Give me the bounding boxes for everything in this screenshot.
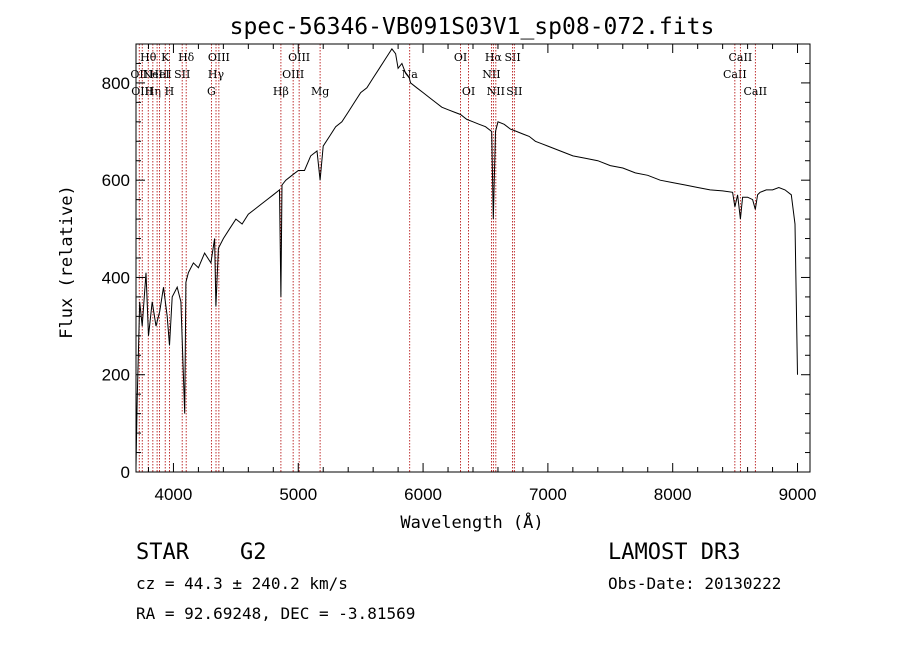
x-tick-label: 5000 — [279, 485, 317, 504]
line-label-26: CaII — [729, 51, 753, 64]
spectrum-chart: spec-56346-VB091S03V1_sp08-072.fits OIIO… — [57, 14, 817, 533]
line-label-12: OIII — [208, 51, 230, 64]
object-class: STAR — [136, 540, 189, 565]
line-label-13: Hβ — [273, 85, 289, 98]
x-tick-label: 8000 — [654, 485, 692, 504]
line-label-9: Hδ — [178, 51, 195, 64]
line-label-23: SII — [504, 51, 520, 64]
line-label-0: OII — [130, 68, 148, 81]
line-label-4: NeIII — [143, 68, 172, 81]
line-label-7: H — [165, 85, 175, 98]
line-label-17: Na — [402, 68, 419, 81]
y-tick-label: 800 — [102, 74, 130, 93]
line-label-15: OIII — [288, 51, 310, 64]
line-label-22: NII — [487, 85, 505, 98]
x-tick-label: 9000 — [779, 485, 817, 504]
y-axis: 0 200 400 600 800 — [102, 62, 810, 482]
y-tick-label: 200 — [102, 366, 130, 385]
y-tick-label: 600 — [102, 171, 130, 190]
line-label-10: G — [207, 85, 216, 98]
x-tick-label: 4000 — [155, 485, 193, 504]
object-subclass: G2 — [240, 540, 267, 565]
line-label-27: CaII — [743, 85, 767, 98]
line-label-14: OIII — [282, 68, 304, 81]
x-tick-label: 7000 — [529, 485, 567, 504]
line-label-8: SII — [174, 68, 190, 81]
y-axis-label: Flux (relative) — [57, 185, 77, 339]
line-label-21: Hα — [485, 51, 503, 64]
line-label-25: CaII — [723, 68, 747, 81]
line-label-5: HeI — [149, 68, 169, 81]
line-label-11: Hγ — [208, 68, 225, 81]
x-axis: 4000 5000 6000 7000 8000 9000 — [147, 44, 817, 504]
line-label-16: Mg — [311, 85, 329, 98]
y-tick-label: 400 — [102, 268, 130, 287]
line-label-19: OI — [462, 85, 475, 98]
coordinates-text: RA = 92.69248, DEC = -3.81569 — [136, 604, 416, 623]
x-tick-label: 6000 — [404, 485, 442, 504]
line-label-3: Hη — [145, 85, 161, 98]
chart-title: spec-56346-VB091S03V1_sp08-072.fits — [230, 14, 715, 40]
line-label-6: K — [161, 51, 170, 64]
x-axis-label: Wavelength (Å) — [400, 511, 543, 533]
survey-name: LAMOST DR3 — [608, 540, 741, 565]
redshift-text: cz = 44.3 ± 240.2 km/s — [136, 574, 348, 593]
y-tick-label: 0 — [121, 463, 130, 482]
line-label-20: NII — [482, 68, 500, 81]
line-label-24: SII — [506, 85, 522, 98]
obs-date: Obs-Date: 20130222 — [608, 574, 782, 593]
line-label-1: OIII — [131, 85, 153, 98]
spectrum-line — [135, 48, 798, 468]
line-label-2: Hθ — [140, 51, 157, 64]
plot-frame — [135, 43, 811, 473]
line-label-18: OI — [454, 51, 467, 64]
